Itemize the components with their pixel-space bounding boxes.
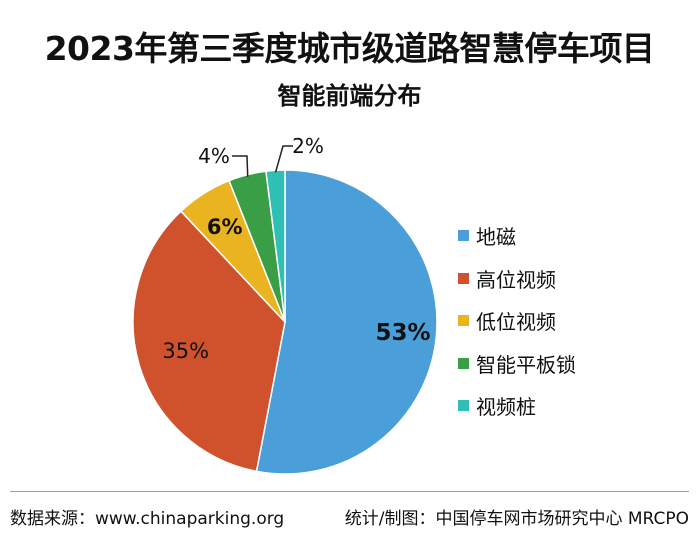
- chart-legend: 地磁 高位视频 低位视频 智能平板锁 视频桩: [458, 225, 576, 438]
- chart-title: 2023年第三季度城市级道路智慧停车项目: [44, 29, 655, 68]
- slice-value-label: 6%: [207, 215, 243, 239]
- legend-item: 地磁: [458, 225, 576, 249]
- legend-item: 高位视频: [458, 268, 576, 292]
- legend-swatch: [458, 230, 469, 241]
- legend-swatch: [458, 357, 469, 369]
- leader-line: [274, 145, 293, 173]
- legend-label: 智能平板锁: [476, 352, 576, 377]
- pie-slice: [132, 210, 286, 473]
- slice-value-label: 4%: [198, 144, 230, 168]
- legend-item: 智能平板锁: [458, 353, 576, 377]
- footer-divider: [10, 491, 689, 492]
- legend-label: 地磁: [476, 225, 516, 249]
- legend-swatch: [458, 272, 469, 284]
- legend-label: 高位视频: [476, 267, 556, 292]
- slice-value-label: 53%: [375, 320, 430, 346]
- legend-swatch: [458, 315, 469, 326]
- chart-subtitle: 智能前端分布: [277, 82, 422, 110]
- slice-value-label: 35%: [162, 339, 209, 363]
- legend-swatch: [458, 400, 469, 411]
- footer-source: 数据来源：www.chinaparking.org: [10, 509, 285, 529]
- legend-item: 视频桩: [458, 395, 576, 419]
- leader-line: [232, 155, 249, 177]
- footer-credit: 统计/制图：中国停车网市场研究中心 MRCPO: [344, 509, 689, 529]
- slice-value-label: 2%: [292, 134, 324, 158]
- legend-label: 视频桩: [476, 395, 536, 419]
- legend-item: 低位视频: [458, 310, 576, 334]
- legend-label: 低位视频: [476, 310, 556, 334]
- pie-slice: [255, 169, 438, 475]
